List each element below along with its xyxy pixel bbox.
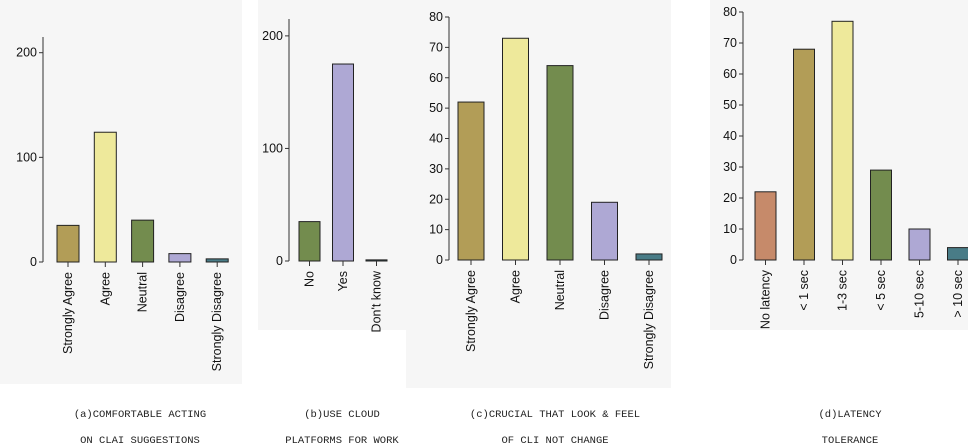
- caption-a-tag: (a): [74, 409, 93, 421]
- caption-d-line-2: TOLERANCE: [822, 435, 879, 447]
- bar: [909, 229, 930, 260]
- caption-c-tag: (c): [470, 409, 489, 421]
- y-tick-label: 80: [723, 5, 737, 19]
- caption-d-tag: (d): [818, 409, 837, 421]
- chart-latency-tolerance: 0 10 20 30 40 50 60 70 80 No latency < 1 sec 1-3 se…: [0, 0, 968, 427]
- bar: [794, 49, 815, 260]
- y-tick-label: 70: [723, 36, 737, 50]
- y-tick-label: 60: [723, 67, 737, 81]
- caption-c: (c)CRUCIAL THAT LOOK & FEEL OF CLI NOT C…: [440, 396, 670, 448]
- caption-b-tag: (b): [304, 409, 323, 421]
- caption-b-line-1: USE CLOUD: [323, 409, 380, 421]
- bar: [755, 192, 776, 260]
- category-label: 5-10 sec: [913, 270, 927, 318]
- y-tick-label: 30: [723, 160, 737, 174]
- y-tick-label: 50: [723, 98, 737, 112]
- caption-d-line-1: LATENCY: [837, 409, 881, 421]
- y-tick-label: 10: [723, 222, 737, 236]
- caption-b-line-2: PLATFORMS FOR WORK: [285, 435, 398, 447]
- bar: [832, 21, 853, 260]
- category-label: No latency: [759, 269, 773, 329]
- category-label: > 10 sec: [951, 270, 965, 318]
- caption-c-line-2: OF CLI NOT CHANGE: [501, 435, 608, 447]
- caption-a-line-1: COMFORTABLE ACTING: [93, 409, 206, 421]
- bar: [948, 248, 968, 260]
- caption-c-line-1: CRUCIAL THAT LOOK & FEEL: [489, 409, 640, 421]
- category-label: 1-3 sec: [836, 270, 850, 311]
- category-label: < 5 sec: [874, 270, 888, 311]
- bar: [871, 170, 892, 260]
- caption-b: (b)USE CLOUD PLATFORMS FOR WORK: [262, 396, 422, 448]
- y-tick-label: 0: [730, 253, 737, 267]
- y-tick-label: 40: [723, 129, 737, 143]
- category-label: < 1 sec: [797, 270, 811, 311]
- caption-a-line-2: ON CLAI SUGGESTIONS: [80, 435, 200, 447]
- caption-d: (d)LATENCY TOLERANCE: [770, 396, 930, 448]
- caption-a: (a)COMFORTABLE ACTING ON CLAI SUGGESTION…: [40, 396, 240, 448]
- y-tick-label: 20: [723, 191, 737, 205]
